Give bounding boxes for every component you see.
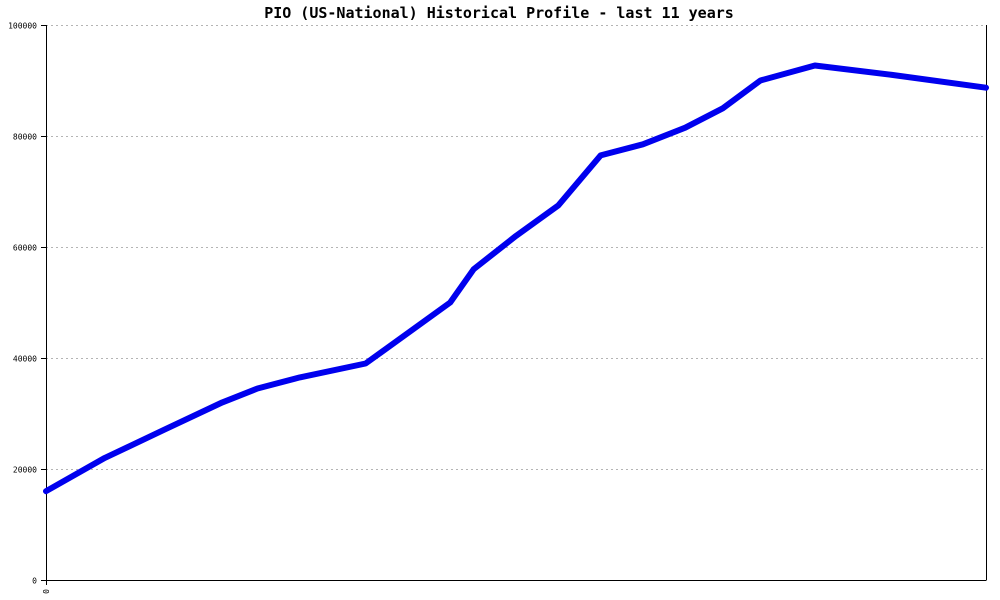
axes bbox=[41, 25, 987, 585]
tick-labels: 0 20000 40000 60000 80000 100000 0 bbox=[8, 22, 51, 594]
grid bbox=[46, 25, 986, 470]
series-layer bbox=[43, 62, 989, 495]
y-tick-label: 80000 bbox=[13, 133, 37, 142]
x-tick-label: 0 bbox=[42, 589, 51, 594]
y-tick-label: 40000 bbox=[13, 355, 37, 364]
y-tick-label: 100000 bbox=[8, 22, 37, 31]
chart-title: PIO (US-National) Historical Profile - l… bbox=[264, 4, 734, 22]
y-tick-label: 60000 bbox=[13, 244, 37, 253]
y-tick-label: 0 bbox=[32, 577, 37, 586]
y-tick-label: 20000 bbox=[13, 466, 37, 475]
series-line bbox=[43, 62, 989, 495]
